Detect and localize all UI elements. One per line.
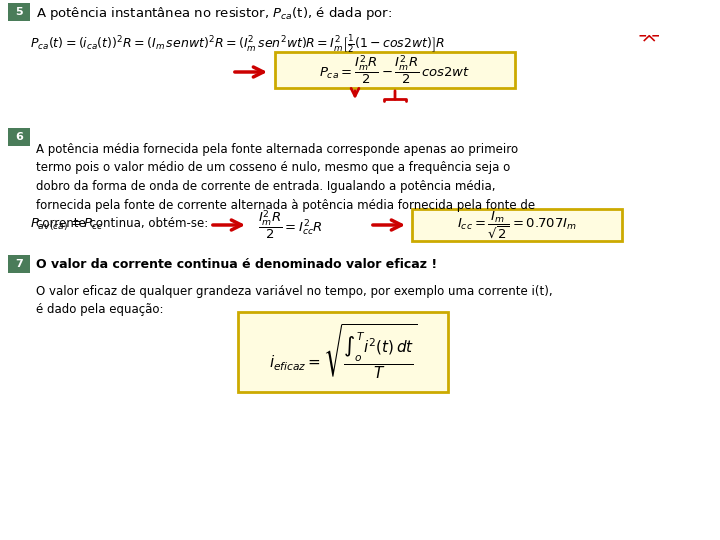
- Bar: [8, 255, 30, 273]
- Text: 7: 7: [15, 259, 23, 269]
- Text: $I_{cc} = \dfrac{I_m}{\sqrt{2}} = 0.707I_m$: $I_{cc} = \dfrac{I_m}{\sqrt{2}} = 0.707I…: [457, 210, 577, 240]
- Text: ⌤: ⌤: [638, 30, 660, 50]
- Text: $P_{ca}(t) = (i_{ca}(t))^2R = (I_m\,senwt)^2R = (I_m^2\,sen^2wt)R = I_m^2\left[\: $P_{ca}(t) = (i_{ca}(t))^2R = (I_m\,senw…: [30, 33, 446, 55]
- Text: O valor da corrente continua é denominado valor eficaz !: O valor da corrente continua é denominad…: [36, 259, 437, 272]
- Text: $\dfrac{I_m^2 R}{2} = I_{cc}^2 R$: $\dfrac{I_m^2 R}{2} = I_{cc}^2 R$: [258, 208, 323, 241]
- Text: 5: 5: [15, 7, 23, 17]
- Text: O valor eficaz de qualquer grandeza variável no tempo, por exemplo uma corrente : O valor eficaz de qualquer grandeza vari…: [36, 285, 553, 316]
- Bar: [8, 128, 30, 146]
- Text: $i_{eficaz} = \sqrt{\dfrac{\int_o^T i^2(t)\,dt}{T}}$: $i_{eficaz} = \sqrt{\dfrac{\int_o^T i^2(…: [269, 323, 418, 381]
- Bar: [412, 209, 622, 241]
- Bar: [238, 312, 448, 392]
- Text: $P_{av(ca)} = P_{cc}$: $P_{av(ca)} = P_{cc}$: [30, 217, 104, 233]
- Text: 6: 6: [15, 132, 23, 142]
- Text: A potência instantânea no resistor, $P_{ca}$(t), é dada por:: A potência instantânea no resistor, $P_{…: [36, 4, 392, 22]
- Text: $P_{ca} = \dfrac{I_m^2 R}{2} - \dfrac{I_m^2 R}{2}\,cos2wt$: $P_{ca} = \dfrac{I_m^2 R}{2} - \dfrac{I_…: [320, 53, 471, 86]
- Text: A potência média fornecida pela fonte alternada corresponde apenas ao primeiro
t: A potência média fornecida pela fonte al…: [36, 143, 535, 230]
- Bar: [8, 3, 30, 21]
- Bar: [275, 52, 515, 88]
